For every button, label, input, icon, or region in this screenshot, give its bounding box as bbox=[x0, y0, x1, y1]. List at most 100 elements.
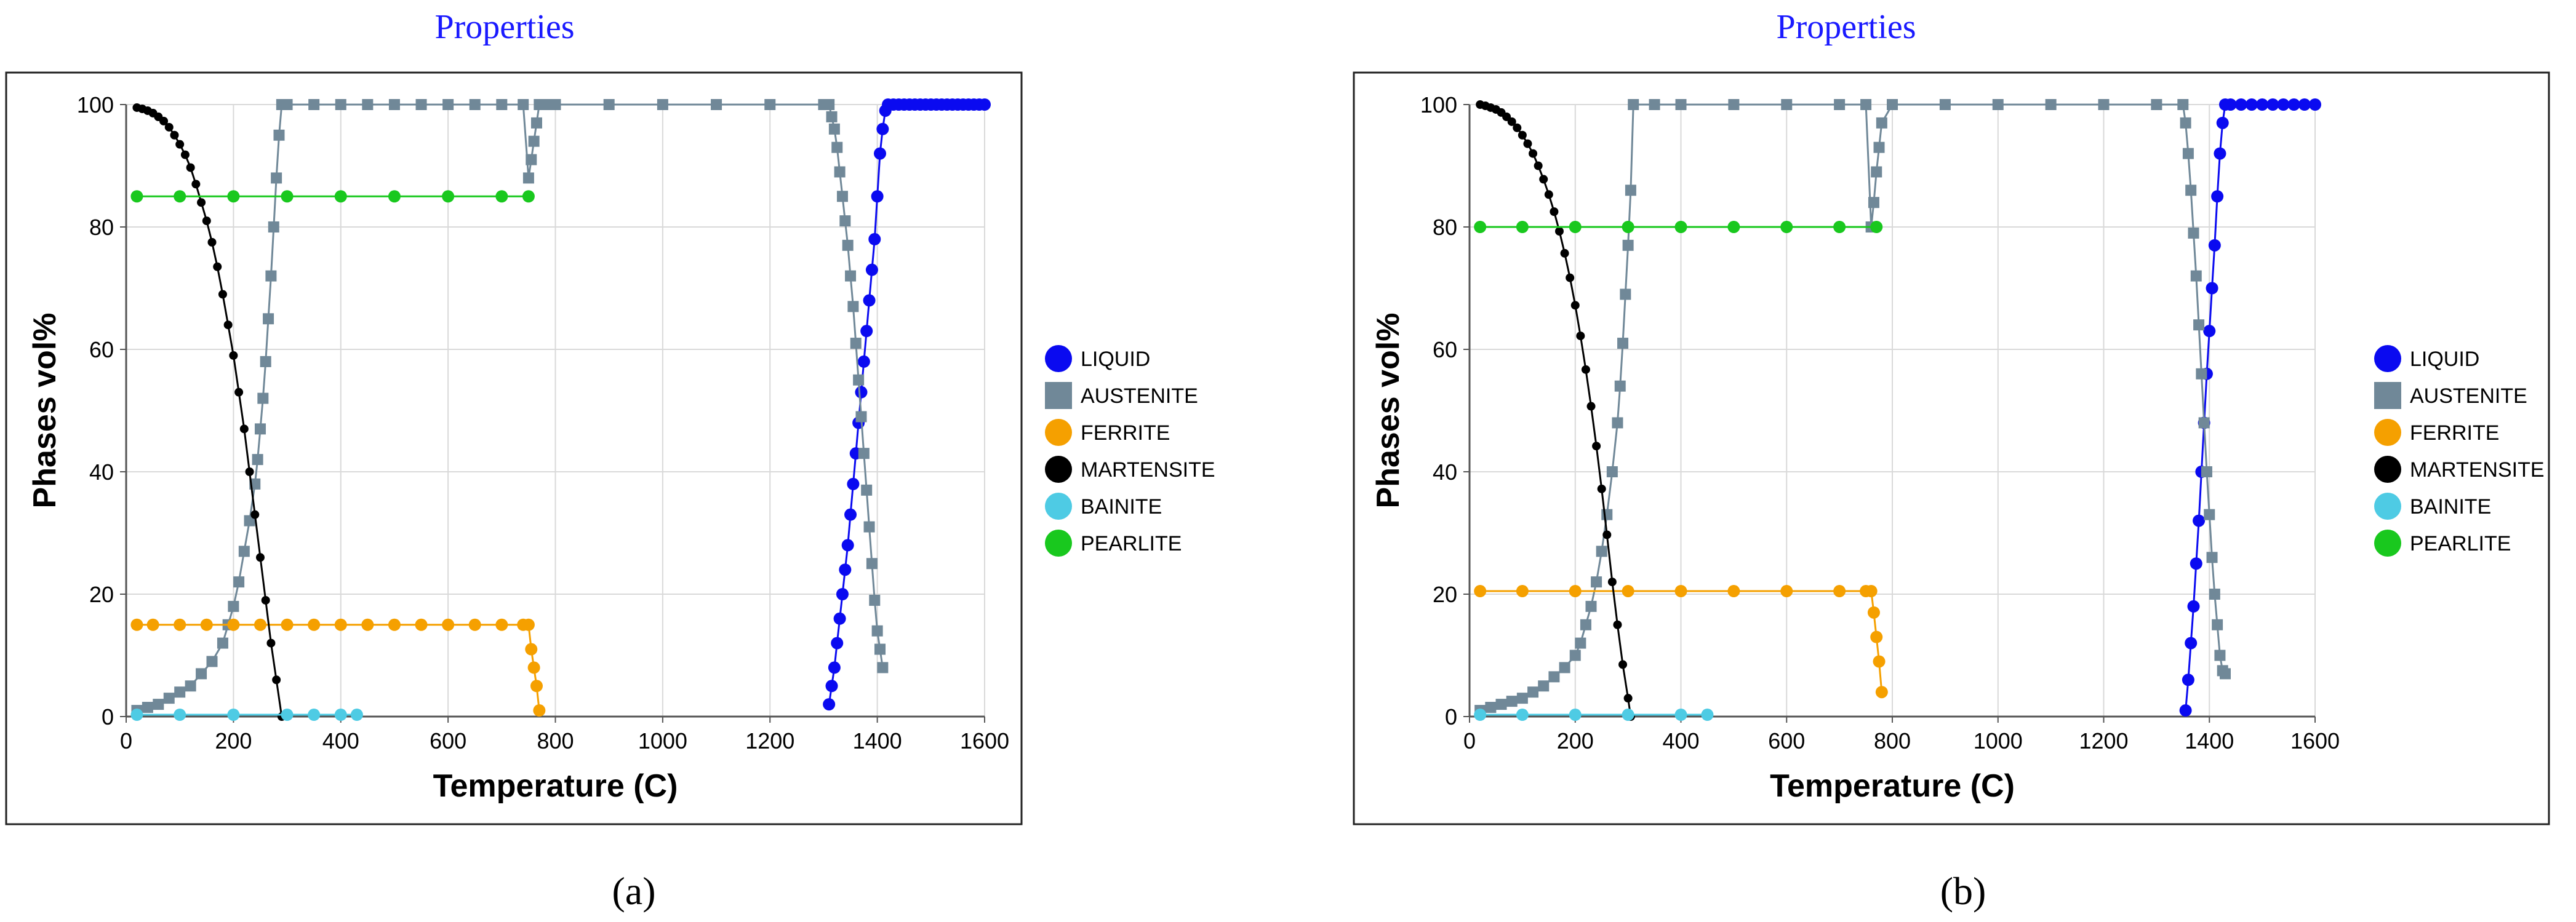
x-tick-label: 1200 bbox=[745, 728, 794, 753]
y-tick-label: 100 bbox=[1420, 92, 1457, 117]
data-point-martensite bbox=[1544, 190, 1553, 199]
data-point-austenite bbox=[2209, 589, 2220, 600]
data-point-austenite bbox=[530, 117, 542, 129]
x-tick-label: 1200 bbox=[2079, 728, 2128, 753]
data-point-austenite bbox=[1606, 466, 1618, 477]
data-point-ferrite bbox=[334, 618, 347, 631]
data-point-liquid bbox=[2216, 116, 2229, 129]
data-point-liquid bbox=[865, 263, 878, 276]
data-point-austenite bbox=[2206, 552, 2218, 563]
data-point-austenite bbox=[1548, 671, 1560, 683]
data-point-austenite bbox=[174, 686, 186, 698]
data-point-austenite bbox=[1728, 99, 1740, 110]
data-point-austenite bbox=[528, 135, 540, 147]
data-point-austenite bbox=[263, 313, 274, 325]
data-point-austenite bbox=[1506, 696, 1518, 707]
data-point-austenite bbox=[550, 99, 561, 110]
data-point-austenite bbox=[847, 301, 859, 312]
data-point-austenite bbox=[2151, 99, 2162, 110]
data-point-pearlite bbox=[1674, 221, 1687, 233]
data-point-austenite bbox=[496, 99, 508, 110]
data-point-liquid bbox=[836, 588, 849, 600]
data-point-pearlite bbox=[1622, 221, 1634, 233]
data-point-liquid bbox=[863, 294, 876, 307]
data-point-liquid bbox=[2256, 98, 2269, 111]
legend-marker-austenite bbox=[1045, 382, 1072, 409]
data-point-martensite bbox=[1623, 694, 1633, 703]
data-point-ferrite bbox=[388, 618, 401, 631]
data-point-austenite bbox=[871, 625, 883, 637]
x-tick-label: 1000 bbox=[1974, 728, 2023, 753]
data-point-liquid bbox=[2203, 325, 2216, 338]
y-tick-label: 80 bbox=[89, 215, 114, 240]
data-point-liquid bbox=[841, 539, 854, 552]
data-point-austenite bbox=[206, 656, 218, 667]
x-tick-label: 600 bbox=[430, 728, 466, 753]
data-point-austenite bbox=[142, 702, 153, 713]
y-axis-label: Phases vol% bbox=[27, 313, 63, 509]
data-point-liquid bbox=[844, 508, 857, 521]
data-point-liquid bbox=[871, 190, 884, 203]
legend: LIQUID AUSTENITE FERRITE MARTENSITE BAINITE P… bbox=[2374, 345, 2545, 557]
legend-label-austenite: AUSTENITE bbox=[2410, 384, 2527, 408]
data-point-ferrite bbox=[527, 661, 540, 674]
data-point-austenite bbox=[1887, 99, 1898, 110]
data-point-austenite bbox=[711, 99, 722, 110]
data-point-austenite bbox=[831, 141, 843, 153]
x-tick-label: 1400 bbox=[2185, 728, 2234, 753]
data-point-ferrite bbox=[130, 618, 143, 631]
data-point-liquid bbox=[2187, 600, 2200, 613]
data-point-liquid bbox=[2185, 637, 2198, 650]
legend-label-pearlite: PEARLITE bbox=[2410, 532, 2511, 555]
data-point-austenite bbox=[836, 191, 848, 202]
data-point-austenite bbox=[1876, 117, 1887, 129]
legend: LIQUID AUSTENITE FERRITE MARTENSITE BAINITE P… bbox=[1045, 345, 1215, 557]
data-point-pearlite bbox=[1727, 221, 1740, 233]
legend-marker-bainite bbox=[1045, 493, 1072, 520]
data-point-ferrite bbox=[1569, 585, 1582, 598]
y-tick-label: 20 bbox=[1433, 582, 1457, 607]
data-point-liquid bbox=[2182, 674, 2194, 686]
data-point-martensite bbox=[1570, 301, 1580, 310]
data-point-pearlite bbox=[174, 190, 186, 203]
data-point-pearlite bbox=[442, 190, 455, 203]
data-point-austenite bbox=[539, 99, 551, 110]
data-point-martensite bbox=[229, 351, 238, 360]
data-point-austenite bbox=[522, 172, 534, 184]
series-liquid bbox=[2179, 98, 2321, 717]
x-tick-label: 1600 bbox=[960, 728, 1009, 753]
data-point-austenite bbox=[861, 484, 873, 496]
data-point-liquid bbox=[2214, 147, 2226, 160]
y-tick-label: 20 bbox=[89, 582, 114, 607]
data-point-austenite bbox=[1834, 99, 1846, 110]
data-point-martensite bbox=[1618, 660, 1628, 669]
data-point-austenite bbox=[1612, 417, 1623, 429]
data-point-martensite bbox=[261, 595, 270, 605]
data-point-ferrite bbox=[1875, 686, 1888, 699]
data-point-bainite bbox=[1474, 709, 1487, 721]
data-point-bainite bbox=[227, 709, 240, 721]
chart-panel-a: Properties 0 200 400 600 800 1000 1200 1400 1600 0… bbox=[5, 8, 1215, 913]
data-point-pearlite bbox=[522, 190, 535, 203]
data-point-austenite bbox=[855, 411, 867, 423]
data-point-austenite bbox=[260, 356, 271, 367]
data-point-ferrite bbox=[1833, 585, 1846, 598]
data-point-austenite bbox=[2212, 619, 2223, 630]
data-point-austenite bbox=[764, 99, 776, 110]
data-point-martensite bbox=[1581, 365, 1590, 374]
data-point-martensite bbox=[234, 387, 244, 397]
data-point-pearlite bbox=[130, 190, 143, 203]
data-point-liquid bbox=[860, 325, 873, 338]
data-point-bainite bbox=[1569, 709, 1582, 721]
data-point-liquid bbox=[2234, 98, 2247, 111]
data-point-bainite bbox=[1701, 709, 1714, 721]
data-point-bainite bbox=[308, 709, 321, 721]
data-point-pearlite bbox=[1516, 221, 1529, 233]
data-point-austenite bbox=[1485, 702, 1497, 713]
data-point-austenite bbox=[1591, 576, 1602, 588]
data-point-ferrite bbox=[415, 618, 428, 631]
x-tick-label: 600 bbox=[1768, 728, 1805, 753]
data-point-austenite bbox=[163, 693, 175, 704]
data-point-liquid bbox=[833, 612, 846, 625]
data-point-austenite bbox=[196, 668, 207, 680]
